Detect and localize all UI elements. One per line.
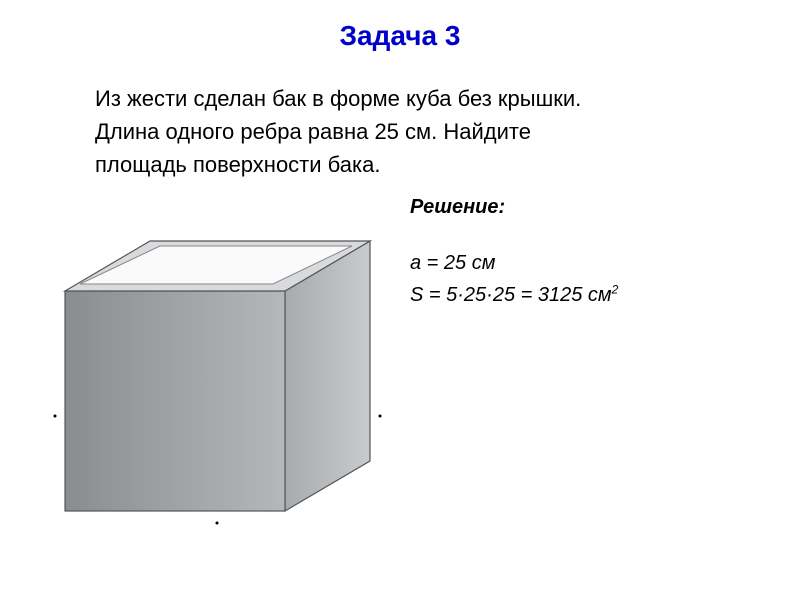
cube-dot <box>379 415 382 418</box>
cube-diagram <box>30 191 390 531</box>
cube-front-face <box>65 291 285 511</box>
solution-given: a = 25 см <box>410 247 618 279</box>
solution-block: Решение: a = 25 см S = 5·25·25 = 3125 см… <box>390 191 618 531</box>
solution-calc-text: S = 5·25·25 = 3125 см <box>410 284 612 306</box>
problem-statement: Из жести сделан бак в форме куба без кры… <box>0 82 800 181</box>
problem-line-1: Из жести сделан бак в форме куба без кры… <box>60 82 740 115</box>
problem-title: Задача 3 <box>0 0 800 82</box>
cube-dot <box>54 415 57 418</box>
content-area: Решение: a = 25 см S = 5·25·25 = 3125 см… <box>0 181 800 531</box>
cube-dot <box>216 522 219 525</box>
problem-line-3: площадь поверхности бака. <box>60 148 740 181</box>
problem-line-2: Длина одного ребра равна 25 см. Найдите <box>60 115 740 148</box>
solution-label: Решение: <box>410 196 618 219</box>
solution-calc-exp: 2 <box>612 282 619 296</box>
solution-calculation: S = 5·25·25 = 3125 см2 <box>410 279 618 311</box>
